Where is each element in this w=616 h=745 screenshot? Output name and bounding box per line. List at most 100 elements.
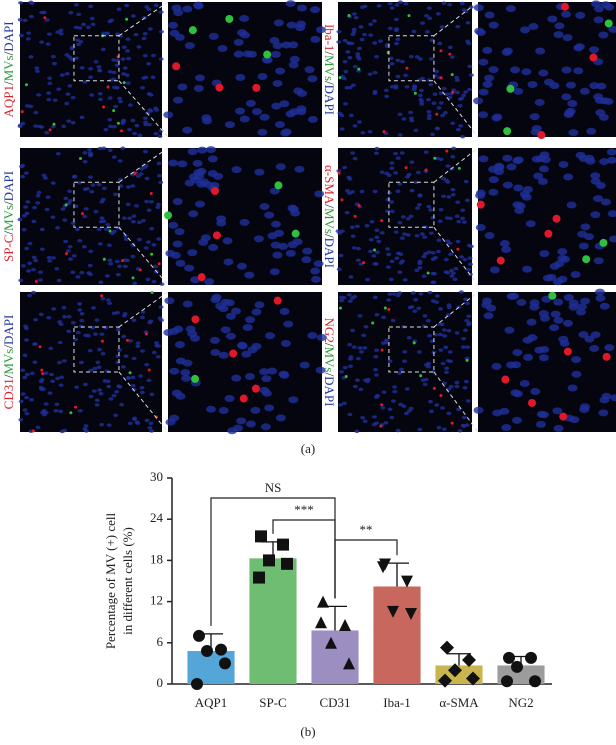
zoom-box xyxy=(388,35,435,82)
nucleus xyxy=(593,93,604,101)
nucleus xyxy=(100,352,106,356)
nucleus xyxy=(430,216,436,220)
nucleus xyxy=(132,131,138,136)
nucleus xyxy=(44,18,50,22)
nucleus xyxy=(34,66,40,70)
nucleus xyxy=(257,128,268,136)
nucleus xyxy=(265,332,276,340)
nucleus xyxy=(140,219,146,223)
nucleus xyxy=(132,281,138,286)
data-point xyxy=(201,645,213,658)
nucleus xyxy=(386,173,392,177)
stain xyxy=(41,372,45,376)
nucleus xyxy=(73,3,79,7)
stain xyxy=(120,129,124,133)
nucleus xyxy=(467,64,473,69)
stain xyxy=(457,166,461,170)
nucleus xyxy=(25,200,31,204)
nucleus xyxy=(353,16,359,20)
nucleus xyxy=(157,134,163,138)
nucleus xyxy=(232,424,243,432)
nucleus xyxy=(88,175,94,179)
stain xyxy=(43,16,47,20)
nucleus xyxy=(571,370,582,378)
micrograph xyxy=(168,292,322,432)
nucleus xyxy=(584,335,595,343)
nucleus xyxy=(121,314,127,318)
nucleus xyxy=(50,181,56,185)
data-point xyxy=(377,561,389,574)
stain xyxy=(274,181,283,190)
nucleus xyxy=(18,33,24,38)
nucleus xyxy=(381,390,387,394)
nucleus xyxy=(373,373,379,377)
nucleus xyxy=(574,43,585,51)
nucleus xyxy=(575,308,586,316)
nucleus xyxy=(438,307,444,311)
nucleus xyxy=(441,176,447,181)
significance-bracket xyxy=(334,539,398,599)
nucleus xyxy=(210,296,221,304)
nucleus xyxy=(99,200,105,204)
nucleus xyxy=(55,151,61,156)
nucleus xyxy=(371,415,377,419)
nucleus xyxy=(561,10,572,18)
stain xyxy=(102,257,106,261)
nucleus xyxy=(285,0,296,8)
nucleus xyxy=(604,3,615,11)
stain xyxy=(239,394,248,403)
nucleus xyxy=(72,174,78,178)
nucleus xyxy=(173,9,184,17)
nucleus xyxy=(147,108,153,112)
zoom-line xyxy=(433,226,479,286)
nucleus xyxy=(463,379,469,384)
nucleus xyxy=(144,176,150,181)
nucleus xyxy=(460,134,466,139)
nucleus xyxy=(51,307,57,311)
nucleus xyxy=(125,37,131,41)
nucleus xyxy=(588,46,599,54)
nucleus xyxy=(142,165,148,170)
nucleus xyxy=(313,260,324,268)
nucleus xyxy=(384,94,390,99)
nucleus xyxy=(174,341,185,349)
nucleus xyxy=(301,256,312,264)
nucleus xyxy=(32,342,38,346)
nucleus xyxy=(385,197,391,202)
nucleus xyxy=(92,366,98,371)
nucleus xyxy=(456,407,462,412)
nucleus xyxy=(155,354,161,359)
nucleus xyxy=(279,371,290,379)
nucleus xyxy=(448,216,454,221)
nucleus xyxy=(371,422,377,427)
nucleus xyxy=(445,313,451,317)
nucleus xyxy=(17,18,23,22)
nucleus xyxy=(363,325,369,329)
stain xyxy=(456,247,460,251)
nucleus xyxy=(430,251,436,255)
nucleus xyxy=(348,275,354,279)
nucleus xyxy=(307,331,318,339)
nucleus xyxy=(115,32,121,36)
nucleus xyxy=(394,3,400,7)
nucleus xyxy=(386,298,392,302)
nucleus xyxy=(461,415,467,420)
nucleus xyxy=(365,379,371,384)
nucleus xyxy=(336,29,342,34)
nucleus xyxy=(393,171,399,175)
stain xyxy=(448,52,452,56)
nucleus xyxy=(606,148,616,156)
nucleus xyxy=(158,29,164,34)
nucleus xyxy=(205,146,216,154)
nucleus xyxy=(342,102,348,106)
nucleus xyxy=(158,10,164,14)
nucleus xyxy=(339,370,345,374)
nucleus xyxy=(608,25,616,33)
nucleus xyxy=(403,2,409,6)
stain xyxy=(78,156,82,160)
nucleus xyxy=(79,312,85,316)
nucleus xyxy=(164,297,175,305)
nucleus xyxy=(354,378,360,383)
nucleus xyxy=(351,12,357,16)
nucleus xyxy=(88,394,94,399)
